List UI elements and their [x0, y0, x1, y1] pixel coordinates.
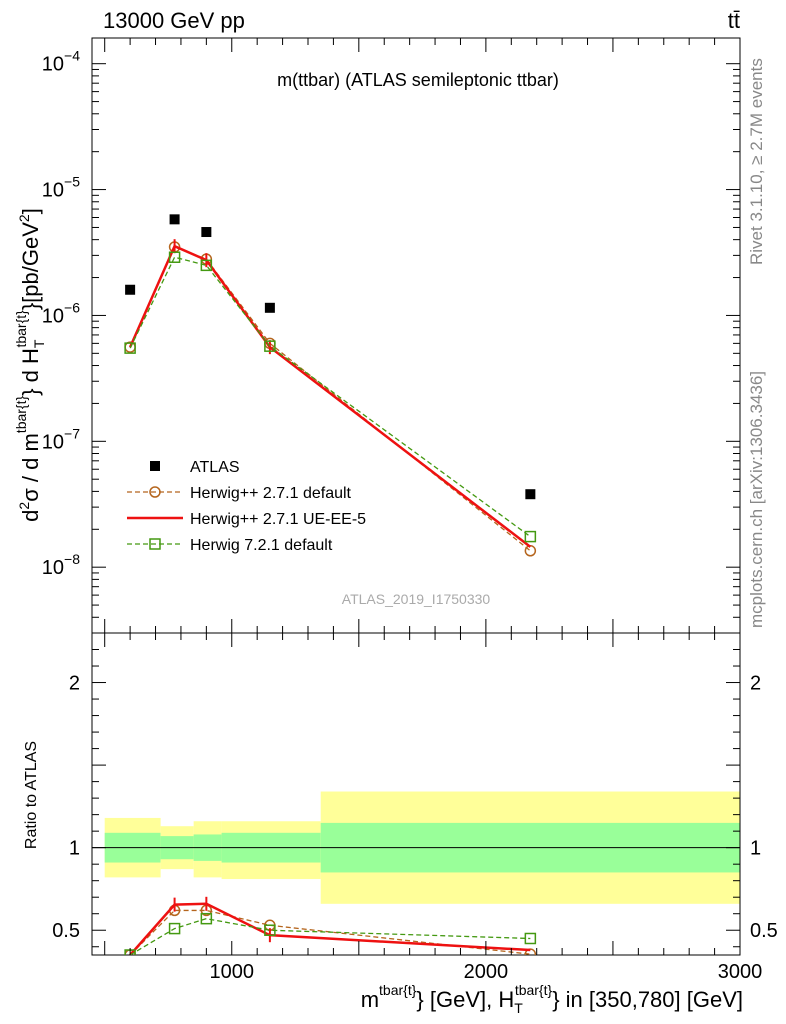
y-tick-label: 10−8: [42, 551, 80, 579]
y-tick-label: 10−5: [42, 174, 80, 202]
legend-label: Herwig 7.2.1 default: [190, 537, 333, 554]
series-herwig-2-7-1-default: [124, 241, 537, 557]
data-point: [168, 251, 181, 263]
y-tick-label: 10−6: [42, 299, 80, 327]
series-herwig-2-7-1-ue-ee-5: [129, 896, 531, 955]
y-tick-label: 0.5: [750, 920, 778, 942]
data-point: [125, 284, 136, 295]
chart-title: m(ttbar) (ATLAS semileptonic ttbar): [277, 70, 559, 90]
data-point: [524, 545, 537, 557]
series-line: [129, 246, 531, 552]
main-y-ticks: 10−8 10−7 10−6 10−5 10−4: [42, 48, 740, 634]
x-tick-label: 2000: [464, 961, 509, 983]
x-ticks: 1000 2000 3000: [104, 38, 763, 983]
series-atlas: [125, 214, 536, 500]
series-herwig-7-2-1-default: [124, 251, 537, 543]
ratio-panel: Ratio to ATLAS mtbar{t}} [GeV], HTtbar{t…: [23, 632, 778, 1016]
ratio-y-ticks: 0.5 0.5 1 1 2 2: [52, 649, 778, 948]
process-label: tt̄: [728, 8, 740, 33]
y-tick-label: 2: [750, 673, 761, 695]
rivet-version-label: Rivet 3.1.10, ≥ 2.7M events: [747, 58, 766, 265]
data-point: [169, 214, 180, 225]
data-point: [264, 302, 275, 313]
data-point: [124, 342, 136, 354]
mcplots-label: mcplots.cern.ch [arXiv:1306.3436]: [747, 371, 766, 628]
series-line: [129, 918, 531, 955]
legend-label: ATLAS: [190, 459, 240, 476]
x-tick-label: 3000: [718, 961, 763, 983]
ratio-frame: [91, 632, 741, 956]
data-point: [149, 486, 161, 498]
data-point: [264, 924, 276, 936]
y-tick-label: 0.5: [52, 920, 80, 942]
svg-text:d2σ / d mtbar{t}} d HTtbar{t}}: d2σ / d mtbar{t}} d HTtbar{t}}[pb/GeV2]: [13, 208, 47, 522]
series-line: [129, 909, 531, 955]
legend-label: Herwig++ 2.7.1 UE-EE-5: [190, 511, 366, 528]
y-tick-label: 1: [69, 838, 80, 860]
data-point: [201, 227, 212, 238]
series-line: [129, 256, 531, 538]
data-point: [200, 259, 213, 272]
data-point: [524, 530, 537, 543]
data-point: [200, 912, 213, 925]
legend-item: Herwig++ 2.7.1 default: [127, 485, 352, 502]
y-tick-label: 10−7: [42, 425, 80, 453]
analysis-watermark: ATLAS_2019_I1750330: [342, 591, 491, 607]
main-panel: m(ttbar) (ATLAS semileptonic ttbar) ATLA…: [13, 37, 741, 634]
data-point: [168, 922, 181, 935]
x-axis-label: mtbar{t}} [GeV], HTtbar{t}} in [350,780]…: [361, 982, 743, 1016]
data-point: [264, 340, 276, 352]
y-tick-label: 2: [69, 673, 80, 695]
data-point: [149, 538, 161, 550]
data-point: [525, 489, 536, 500]
series-line: [129, 902, 531, 955]
collision-label: 13000 GeV pp: [103, 8, 245, 33]
legend-item: Herwig 7.2.1 default: [127, 537, 333, 554]
legend-item: Herwig++ 2.7.1 UE-EE-5: [127, 511, 366, 528]
ratio-y-axis-label: Ratio to ATLAS: [23, 741, 40, 849]
legend-item: ATLAS: [150, 459, 240, 476]
data-point: [524, 932, 537, 945]
main-y-axis-label: d2σ / d mtbar{t}} d HTtbar{t}}[pb/GeV2]: [13, 208, 47, 522]
y-tick-label: 1: [750, 838, 761, 860]
x-tick-label: 1000: [210, 961, 255, 983]
y-tick-label: 10−4: [42, 48, 80, 76]
legend: ATLAS Herwig++ 2.7.1 default Herwig++ 2.7.…: [127, 459, 366, 554]
legend-label: Herwig++ 2.7.1 default: [190, 485, 352, 502]
series-herwig-7-2-1-default: [124, 912, 537, 955]
data-point: [150, 461, 160, 471]
